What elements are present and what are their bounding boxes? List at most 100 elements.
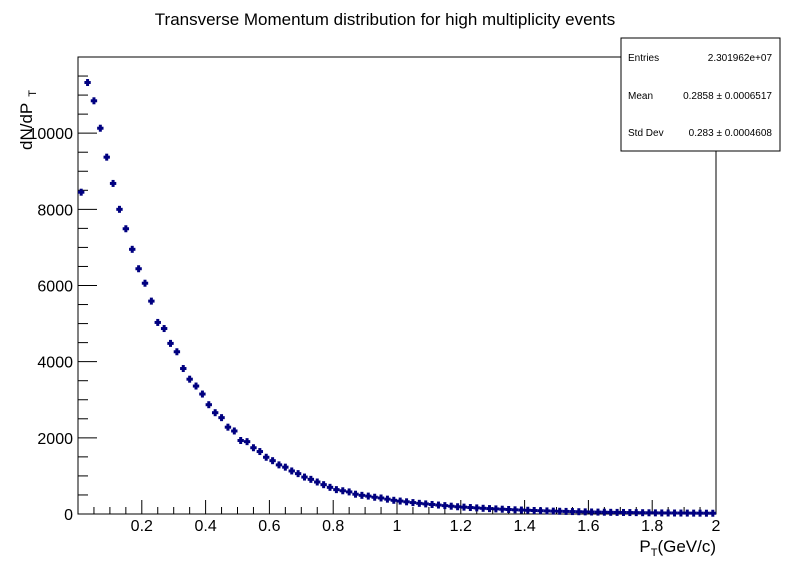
data-point: [696, 509, 704, 517]
x-axis-label-sub: T: [651, 547, 658, 559]
data-point: [524, 506, 531, 514]
data-point: [664, 509, 672, 517]
data-point: [569, 508, 576, 516]
stats-entries-value: 2.301962e+07: [708, 53, 773, 64]
y-tick-label: 8000: [37, 202, 73, 219]
x-tick-label: 1.4: [513, 518, 535, 535]
data-point: [626, 509, 634, 517]
data-point: [97, 124, 104, 132]
data-point: [365, 492, 372, 500]
data-point: [460, 503, 468, 511]
data-point: [403, 498, 410, 506]
data-point: [154, 318, 161, 326]
stats-stddev-value: 0.283 ± 0.0004608: [689, 128, 773, 139]
data-point: [575, 508, 583, 516]
y-tick-label: 6000: [37, 279, 73, 296]
data-point: [384, 495, 391, 503]
y-tick-label: 0: [64, 507, 73, 524]
x-axis-tick-labels: 0.2 0.4 0.6 0.8 1 1.2 1.4 1.6 1.8 2: [131, 518, 721, 535]
data-point: [84, 79, 91, 87]
data-point: [314, 478, 321, 486]
data-point: [371, 493, 378, 501]
data-point: [448, 502, 455, 510]
data-point: [173, 348, 181, 356]
data-point: [652, 509, 659, 517]
data-point: [116, 205, 123, 213]
data-point: [339, 487, 346, 495]
x-axis-label-rest: (GeV/c): [657, 537, 716, 556]
stats-box-frame: [620, 37, 781, 152]
data-point: [160, 325, 168, 333]
data-point: [441, 502, 449, 510]
data-point: [499, 505, 506, 513]
data-point: [518, 506, 525, 514]
data-point: [250, 444, 257, 452]
data-point: [390, 496, 397, 504]
data-point: [141, 279, 149, 287]
data-point: [256, 448, 264, 456]
data-point: [129, 245, 136, 253]
data-point: [103, 153, 110, 161]
y-tick-label: 2000: [37, 431, 73, 448]
x-tick-label: 1.6: [577, 518, 599, 535]
data-point: [231, 427, 238, 435]
data-point: [454, 503, 461, 511]
data-point: [282, 463, 289, 471]
stats-mean-value: 0.2858 ± 0.0006517: [683, 91, 772, 102]
data-point: [479, 504, 487, 512]
y-tick-label: 10000: [29, 126, 74, 143]
data-point: [78, 188, 85, 196]
x-tick-label: 1.2: [450, 518, 472, 535]
data-point: [263, 453, 270, 461]
x-tick-label: 0.4: [194, 518, 216, 535]
data-point: [562, 507, 570, 515]
data-point: [192, 382, 200, 390]
data-point: [550, 507, 557, 515]
data-point: [224, 423, 232, 431]
data-point: [601, 508, 608, 516]
data-point: [218, 414, 225, 422]
data-point: [180, 365, 187, 373]
data-point: [435, 501, 442, 509]
data-point: [467, 504, 474, 512]
data-point: [422, 500, 429, 508]
chart-title: Transverse Momentum distribution for hig…: [155, 10, 615, 29]
data-point: [243, 438, 251, 446]
data-point: [645, 509, 653, 517]
data-point: [594, 508, 602, 516]
data-point: [301, 473, 308, 481]
data-point: [148, 297, 155, 305]
x-axis-label: PT(GeV/c): [639, 537, 716, 559]
data-point: [186, 375, 193, 383]
x-tick-label: 2: [712, 518, 721, 535]
data-point: [122, 225, 130, 233]
data-point: [703, 509, 710, 517]
stats-box: Entries 2.301962e+07 Mean 0.2858 ± 0.000…: [620, 37, 781, 152]
data-point: [671, 509, 678, 517]
y-axis-tick-labels: 0 2000 4000 6000 8000 10000: [29, 126, 74, 524]
data-point: [326, 483, 334, 491]
data-point: [199, 390, 206, 398]
stats-mean-label: Mean: [628, 91, 653, 102]
data-point: [211, 409, 219, 417]
x-tick-label: 1.8: [641, 518, 663, 535]
data-point: [167, 339, 174, 347]
data-point: [620, 508, 627, 516]
data-markers: [78, 79, 716, 517]
data-point: [109, 179, 117, 187]
data-point: [269, 457, 276, 465]
data-point: [428, 500, 436, 508]
y-axis-ticks: [78, 56, 97, 515]
plot-frame: [77, 56, 717, 515]
data-point: [473, 504, 480, 512]
data-point: [677, 509, 685, 517]
data-point: [90, 97, 98, 105]
data-point: [397, 497, 404, 505]
data-point: [294, 470, 302, 478]
data-point: [582, 508, 589, 516]
y-tick-label: 4000: [37, 355, 73, 372]
data-point: [352, 490, 359, 498]
data-point: [633, 509, 640, 517]
data-point: [556, 507, 563, 515]
